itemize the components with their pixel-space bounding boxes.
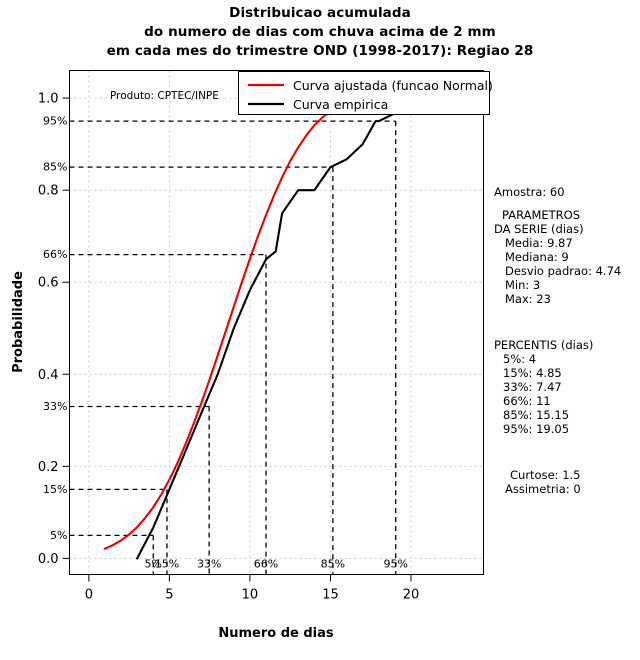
x-axis: 0 5 10 15 20 xyxy=(85,574,420,603)
percentile-x-label: 85% xyxy=(321,558,345,571)
y-axis-title: Probabilidade xyxy=(11,271,26,373)
stat-assimetria: Assimetria: 0 xyxy=(505,482,581,496)
x-tick-label: 0 xyxy=(85,588,93,603)
stat-curtose: Curtose: 1.5 xyxy=(510,468,580,482)
chart-title: Distribuicao acumulada do numero de dias… xyxy=(0,4,640,61)
stat-parametros-heading-2: DA SERIE (dias) xyxy=(494,222,584,236)
percentile-y-label: 95% xyxy=(43,115,67,128)
stat-desvio-padrao: Desvio padrao: 4.74 xyxy=(505,264,621,278)
legend-label-empirical: Curva empirica xyxy=(293,97,388,112)
chart-title-line-1: Distribuicao acumulada xyxy=(229,5,411,21)
stat-amostra: Amostra: 60 xyxy=(494,185,565,199)
stat-parametros-heading-1: PARAMETROS xyxy=(502,208,580,222)
percentile-y-label: 66% xyxy=(43,248,67,261)
stat-min: Min: 3 xyxy=(505,278,540,292)
x-tick-label: 15 xyxy=(322,588,339,603)
chart-title-line-3: em cada mes do trimestre OND (1998-2017)… xyxy=(106,43,534,59)
percentile-y-label: 15% xyxy=(43,483,67,496)
percentile-x-label: 33% xyxy=(197,558,221,571)
percentile-y-label: 5% xyxy=(50,529,67,542)
legend-label-fitted: Curva ajustada (funcao Normal) xyxy=(293,78,493,93)
plot-frame xyxy=(69,70,484,575)
y-tick-label: 0.8 xyxy=(38,184,59,199)
x-tick-label: 20 xyxy=(403,588,420,603)
stat-p95: 95%: 19.05 xyxy=(503,422,569,436)
stat-p5: 5%: 4 xyxy=(503,352,536,366)
produto-annotation: Produto: CPTEC/INPE xyxy=(110,90,219,102)
percentile-labels: 5%5%15%15%33%33%66%66%85%85%95%95% xyxy=(43,115,408,571)
percentile-x-label: 95% xyxy=(383,558,407,571)
stat-media: Media: 9.87 xyxy=(505,236,573,250)
legend-frame xyxy=(238,71,490,115)
y-tick-label: 1.0 xyxy=(38,92,59,107)
y-tick-label: 0.6 xyxy=(38,276,59,291)
percentile-guide-lines xyxy=(69,120,397,575)
chart-gridlines xyxy=(69,70,484,575)
stat-percentis-heading: PERCENTIS (dias) xyxy=(494,338,593,352)
x-tick-label: 5 xyxy=(165,588,173,603)
percentile-y-label: 33% xyxy=(43,400,67,413)
stat-p15: 15%: 4.85 xyxy=(503,366,562,380)
percentile-x-label: 15% xyxy=(155,558,179,571)
stats-panel: Amostra: 60 PARAMETROS DA SERIE (dias) M… xyxy=(494,185,621,496)
stat-max: Max: 23 xyxy=(505,292,551,306)
stat-p33: 33%: 7.47 xyxy=(503,380,562,394)
y-tick-label: 0.2 xyxy=(38,460,59,475)
percentile-x-label: 5% xyxy=(145,558,162,571)
stat-p85: 85%: 15.15 xyxy=(503,408,569,422)
y-tick-label: 0.4 xyxy=(38,368,59,383)
legend-box: Curva ajustada (funcao Normal) Curva emp… xyxy=(238,71,493,115)
x-tick-label: 10 xyxy=(242,588,259,603)
percentile-y-label: 85% xyxy=(43,161,67,174)
y-tick-label: 0.0 xyxy=(38,552,59,567)
stat-mediana: Mediana: 9 xyxy=(505,250,569,264)
y-axis: 0.0 0.2 0.4 0.6 0.8 1.0 xyxy=(38,92,70,567)
percentile-x-label: 66% xyxy=(254,558,278,571)
stat-p66: 66%: 11 xyxy=(503,394,551,408)
chart-title-line-2: do numero de dias com chuva acima de 2 m… xyxy=(144,24,496,40)
chart-series xyxy=(103,97,469,560)
x-axis-title: Numero de dias xyxy=(218,626,334,641)
